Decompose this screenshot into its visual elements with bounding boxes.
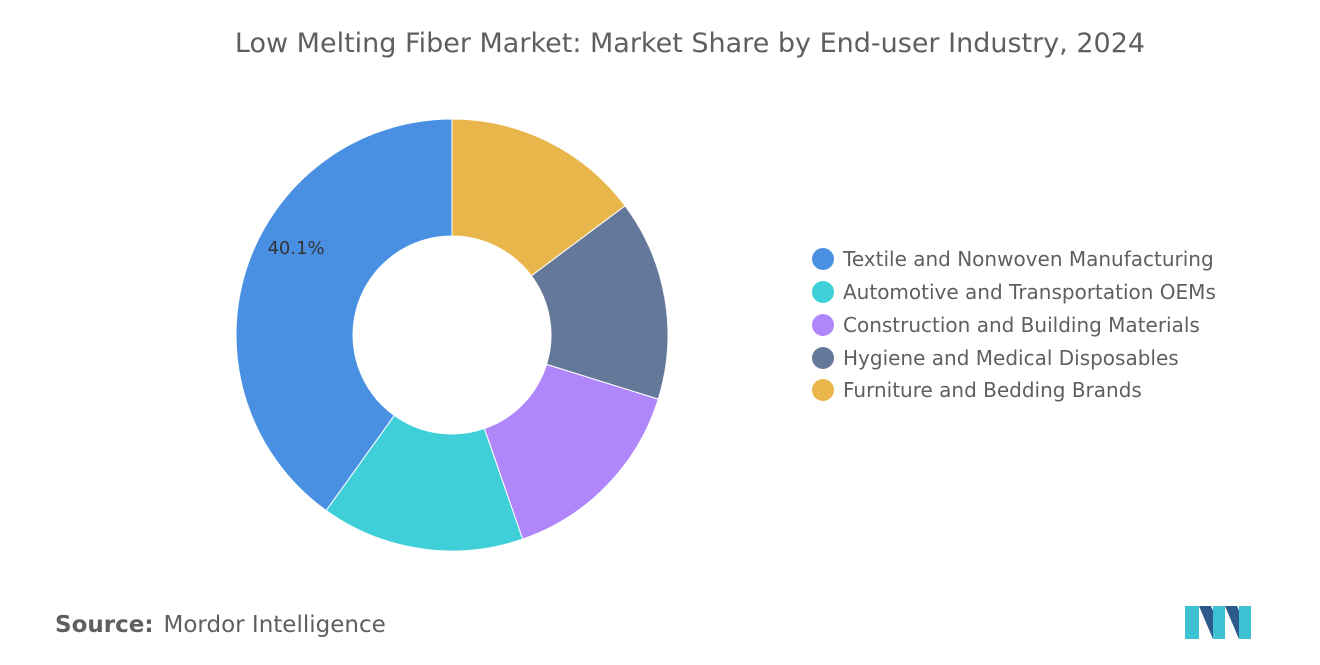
legend-item-furniture-and-bedding-brands: Furniture and Bedding Brands bbox=[812, 374, 1292, 407]
logo-right-bar bbox=[1239, 606, 1251, 639]
source-label: Source: bbox=[55, 612, 154, 638]
slice-furniture-and-bedding-brands bbox=[451, 118, 626, 277]
source-note: Source: Mordor Intelligence bbox=[55, 612, 386, 638]
mordor-intelligence-logo bbox=[1185, 606, 1251, 639]
legend-swatch-hygiene-and-medical-disposables bbox=[812, 346, 834, 369]
legend-label-construction-and-building-materials: Construction and Building Materials bbox=[843, 312, 1200, 337]
legend: Textile and Nonwoven Manufacturing Automo… bbox=[812, 243, 1292, 407]
legend-swatch-construction-and-building-materials bbox=[812, 313, 834, 336]
legend-label-textile-and-nonwoven-manufacturing: Textile and Nonwoven Manufacturing bbox=[843, 247, 1214, 272]
logo-middle-bar bbox=[1213, 606, 1225, 639]
legend-item-textile-and-nonwoven-manufacturing: Textile and Nonwoven Manufacturing bbox=[812, 243, 1292, 276]
slice-construction-and-building-materials bbox=[483, 363, 659, 540]
legend-item-construction-and-building-materials: Construction and Building Materials bbox=[812, 309, 1292, 342]
legend-swatch-textile-and-nonwoven-manufacturing bbox=[812, 248, 834, 271]
logo-left-bar bbox=[1185, 606, 1199, 639]
legend-item-hygiene-and-medical-disposables: Hygiene and Medical Disposables bbox=[812, 341, 1292, 374]
legend-swatch-furniture-and-bedding-brands bbox=[812, 379, 834, 402]
legend-label-hygiene-and-medical-disposables: Hygiene and Medical Disposables bbox=[843, 345, 1179, 370]
data-label-textile-and-nonwoven-manufacturing: 40.1% bbox=[267, 238, 324, 259]
legend-swatch-automotive-and-transportation-oems bbox=[812, 281, 834, 304]
source-value: Mordor Intelligence bbox=[163, 612, 386, 638]
legend-label-furniture-and-bedding-brands: Furniture and Bedding Brands bbox=[843, 378, 1142, 403]
legend-label-automotive-and-transportation-oems: Automotive and Transportation OEMs bbox=[843, 280, 1216, 305]
donut-slices bbox=[235, 118, 669, 552]
legend-item-automotive-and-transportation-oems: Automotive and Transportation OEMs bbox=[812, 276, 1292, 309]
slice-textile-and-nonwoven-manufacturing bbox=[235, 118, 453, 512]
slice-hygiene-and-medical-disposables bbox=[530, 205, 669, 400]
chart-title: Low Melting Fiber Market: Market Share b… bbox=[234, 28, 1146, 59]
slice-automotive-and-transportation-oems bbox=[325, 414, 524, 552]
data-labels: 40.1% bbox=[267, 238, 324, 259]
